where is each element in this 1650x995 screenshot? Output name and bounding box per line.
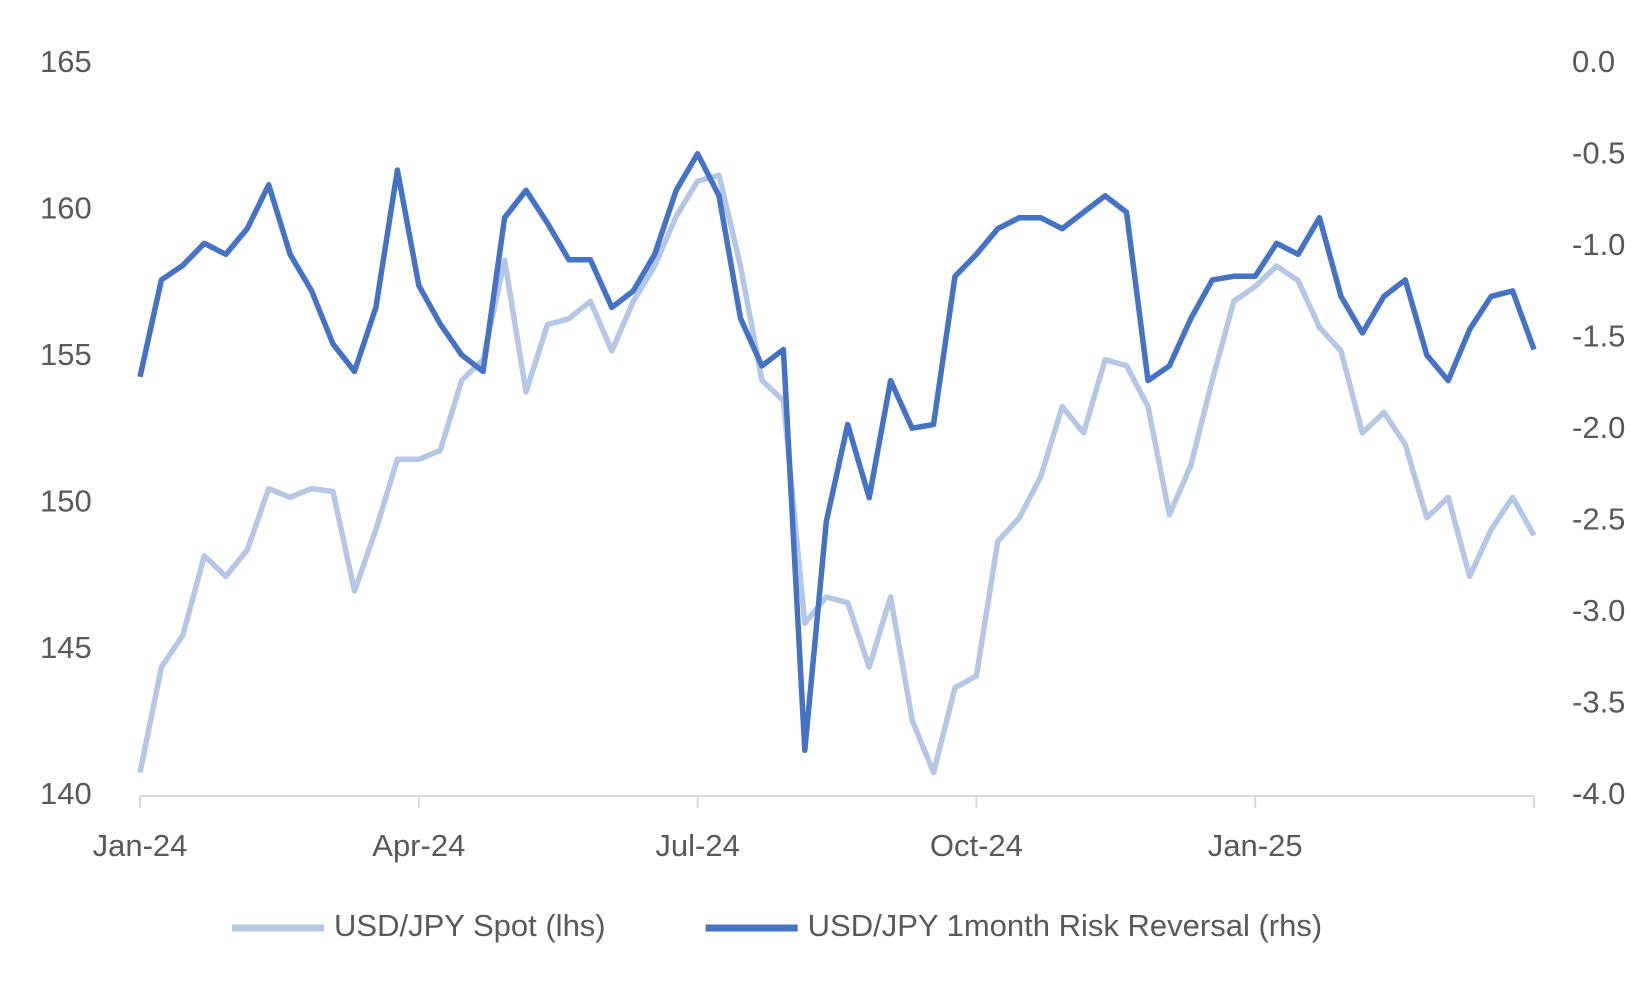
legend-label: USD/JPY Spot (lhs) bbox=[334, 908, 606, 943]
legend-label: USD/JPY 1month Risk Reversal (rhs) bbox=[808, 908, 1323, 943]
y-tick-label: 145 bbox=[40, 630, 92, 665]
y-tick-label: 150 bbox=[40, 483, 92, 518]
y-tick-label: 140 bbox=[40, 776, 92, 811]
x-tick-label: Apr-24 bbox=[372, 828, 465, 863]
y2-tick-label: -1.5 bbox=[1572, 319, 1625, 354]
x-tick-label: Jan-24 bbox=[93, 828, 188, 863]
x-tick-label: Jan-25 bbox=[1208, 828, 1303, 863]
y2-tick-label: -4.0 bbox=[1572, 776, 1625, 811]
y-tick-label: 165 bbox=[40, 44, 92, 79]
y-tick-label: 160 bbox=[40, 191, 92, 226]
y2-tick-label: -2.0 bbox=[1572, 410, 1625, 445]
y2-tick-label: -2.5 bbox=[1572, 502, 1625, 537]
y2-tick-label: -1.0 bbox=[1572, 227, 1625, 262]
y-tick-label: 155 bbox=[40, 337, 92, 372]
series-line bbox=[137, 150, 1537, 754]
y2-tick-label: -0.5 bbox=[1572, 136, 1625, 171]
y2-tick-label: -3.5 bbox=[1572, 685, 1625, 720]
x-tick-label: Jul-24 bbox=[655, 828, 739, 863]
y2-tick-label: -3.0 bbox=[1572, 593, 1625, 628]
x-tick-label: Oct-24 bbox=[930, 828, 1023, 863]
series-line bbox=[137, 172, 1537, 776]
y2-tick-label: 0.0 bbox=[1572, 44, 1615, 79]
